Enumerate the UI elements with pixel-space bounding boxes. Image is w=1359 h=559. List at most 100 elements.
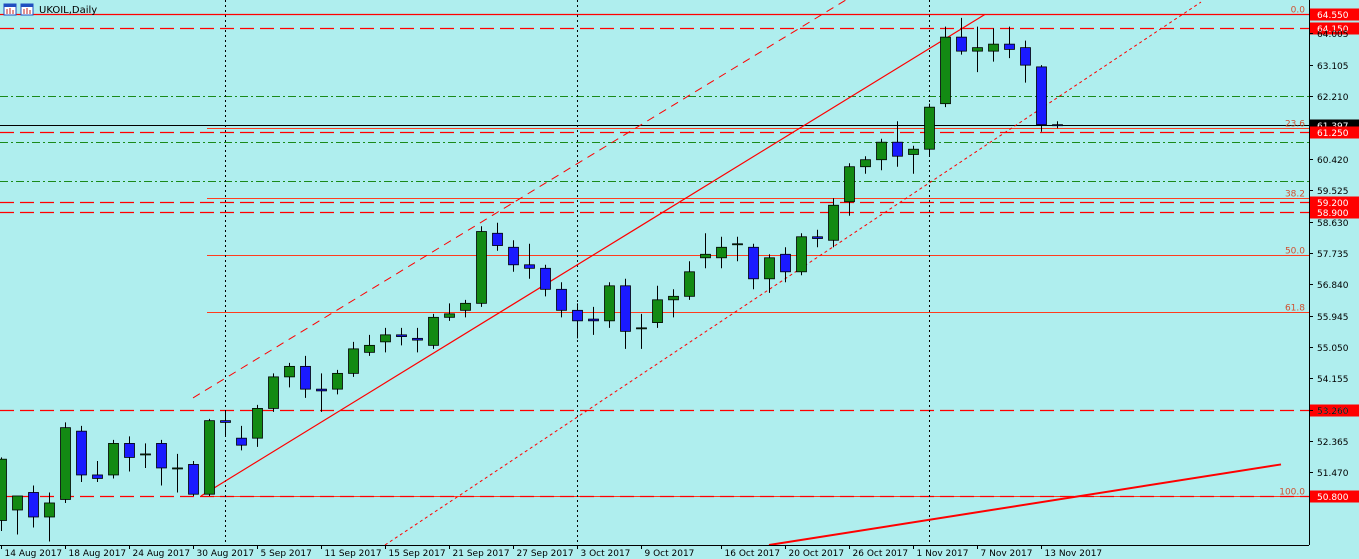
candle — [188, 460, 199, 496]
fib-level-label: 38.2 — [1285, 190, 1305, 200]
candle — [972, 26, 983, 73]
candle — [572, 303, 583, 339]
price-level-label: 53.260 — [1317, 407, 1349, 417]
candle-body — [476, 231, 487, 304]
candle — [428, 313, 439, 349]
candle-body — [172, 467, 183, 470]
candle — [60, 422, 71, 503]
y-tick-label: 62.210 — [1317, 93, 1349, 103]
candle — [716, 236, 727, 269]
y-tick-label: 55.945 — [1317, 313, 1349, 323]
x-tick-label: 20 Oct 2017 — [789, 549, 845, 559]
candle-body — [444, 313, 455, 318]
price-level-label: 58.900 — [1317, 209, 1349, 219]
candle — [700, 233, 711, 269]
y-tick-label: 51.470 — [1317, 469, 1349, 479]
candle — [492, 222, 503, 251]
separators-layer — [225, 0, 930, 545]
candle-body — [204, 420, 215, 495]
x-tick-label: 27 Sep 2017 — [517, 549, 574, 559]
candle-body — [572, 309, 583, 322]
price-level-label: 50.800 — [1317, 493, 1349, 503]
candle-body — [972, 47, 983, 52]
candle — [172, 453, 183, 493]
candle-body — [0, 458, 7, 521]
candle — [1036, 65, 1047, 132]
candle — [108, 439, 119, 479]
candle-body — [924, 106, 935, 150]
candle-body — [28, 492, 39, 518]
candle — [1020, 40, 1031, 83]
candle — [796, 233, 807, 276]
candle — [588, 306, 599, 335]
y-tick-label: 60.420 — [1317, 156, 1349, 166]
candle — [204, 418, 215, 496]
candle — [300, 355, 311, 398]
candle — [684, 261, 695, 300]
trendline — [768, 463, 1282, 546]
candle-body — [540, 267, 551, 290]
candle — [812, 229, 823, 248]
candle — [668, 289, 679, 318]
candle-body — [828, 204, 839, 241]
candle-body — [636, 327, 647, 330]
fib-level-label: 61.8 — [1285, 304, 1305, 314]
candle — [252, 404, 263, 447]
y-tick-label: 52.365 — [1317, 438, 1349, 448]
candle — [924, 103, 935, 157]
candle — [732, 236, 743, 262]
candle-body — [780, 253, 791, 273]
fib-level-label: 100.0 — [1279, 488, 1305, 498]
candle-body — [1052, 124, 1063, 127]
labels-layer: 0.023.638.250.061.8100.064.55064.15061.3… — [1, 6, 1359, 559]
candle-body — [188, 464, 199, 495]
price-level-label: 61.250 — [1317, 129, 1349, 139]
y-tick-label: 57.735 — [1317, 250, 1349, 260]
candle-body — [556, 288, 567, 311]
y-tick-label: 55.050 — [1317, 344, 1349, 354]
candle-body — [700, 253, 711, 259]
candle-body — [652, 299, 663, 323]
candle-body — [332, 372, 343, 390]
candle-body — [300, 365, 311, 390]
trendline — [200, 13, 986, 497]
candle-body — [236, 437, 247, 446]
candle-body — [108, 443, 119, 476]
x-tick-label: 9 Oct 2017 — [645, 549, 695, 559]
candle-body — [956, 36, 967, 52]
candle — [556, 282, 567, 318]
candle — [844, 163, 855, 216]
candle-body — [156, 443, 167, 469]
candle-body — [380, 334, 391, 343]
candle — [236, 425, 247, 451]
candle — [636, 313, 647, 349]
candle-body — [220, 420, 231, 423]
candle-body — [588, 318, 599, 322]
candle-body — [508, 246, 519, 266]
candle — [1052, 121, 1063, 129]
candle-body — [316, 388, 327, 392]
candle-body — [1020, 47, 1031, 66]
fib-level-label: 50.0 — [1285, 247, 1305, 257]
price-level-tag — [1310, 206, 1359, 219]
candle — [412, 327, 423, 353]
chart-window-icon[interactable] — [3, 3, 34, 16]
candle-body — [348, 348, 359, 374]
candle-body — [284, 365, 295, 378]
candle — [92, 460, 103, 482]
candle — [364, 334, 375, 356]
y-tick-label: 53.260 — [1317, 407, 1349, 417]
candle — [780, 247, 791, 283]
candle — [348, 341, 359, 377]
candle-body — [860, 159, 871, 168]
x-tick-label: 5 Sep 2017 — [261, 549, 312, 559]
candle-body — [44, 502, 55, 518]
candle-body — [1036, 66, 1047, 126]
candle — [444, 303, 455, 321]
candle-body — [268, 376, 279, 409]
candle-body — [844, 166, 855, 203]
candle-body — [428, 316, 439, 346]
candle — [956, 17, 967, 55]
candle-body — [396, 334, 407, 337]
